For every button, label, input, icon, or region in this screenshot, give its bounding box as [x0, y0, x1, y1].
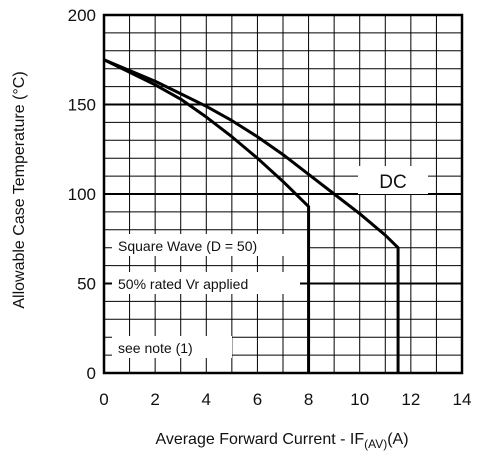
- note-rated-vr-bg: [112, 272, 300, 294]
- y-tick-label: 50: [77, 275, 96, 294]
- x-tick-label: 0: [99, 390, 108, 409]
- x-tick-label: 4: [202, 390, 211, 409]
- note-see-note: see note (1): [118, 340, 193, 356]
- y-tick-label: 200: [68, 6, 96, 25]
- plot-frame: [102, 13, 464, 375]
- note-rated-vr: 50% rated Vr applied: [118, 276, 248, 292]
- dc-label-bg: [358, 166, 428, 194]
- y-tick-label: 150: [68, 96, 96, 115]
- x-tick-label: 2: [150, 390, 159, 409]
- x-tick-label: 8: [304, 390, 313, 409]
- x-tick-label: 6: [253, 390, 262, 409]
- x-axis-label-unit: (A): [387, 431, 408, 448]
- y-axis-label: Allowable Case Temperature (°C): [11, 71, 28, 308]
- y-tick-label: 0: [87, 364, 96, 383]
- series-group: [103, 58, 400, 373]
- x-axis-label-subscript: (AV): [364, 437, 387, 451]
- x-axis-label-main: Average Forward Current - IF: [155, 431, 364, 448]
- annotation-boxes: Square Wave (D = 50) 50% rated Vr applied…: [112, 166, 428, 358]
- x-tick-label: 10: [350, 390, 369, 409]
- note-square-wave: Square Wave (D = 50): [118, 238, 257, 254]
- tick-labels: 0 2 4 6 8 10 12 14 0 50 100 150 200: [68, 6, 472, 409]
- y-tick-label: 100: [68, 185, 96, 204]
- x-tick-label: 14: [453, 390, 472, 409]
- x-axis-label: Average Forward Current - IF(AV)(A): [155, 431, 408, 451]
- series-line-0: [103, 58, 400, 373]
- note-see-note-bg: [112, 336, 232, 358]
- dc-label: DC: [379, 172, 406, 193]
- series-line-1: [103, 58, 311, 373]
- x-tick-label: 12: [401, 390, 420, 409]
- note-square-wave-bg: [112, 234, 308, 256]
